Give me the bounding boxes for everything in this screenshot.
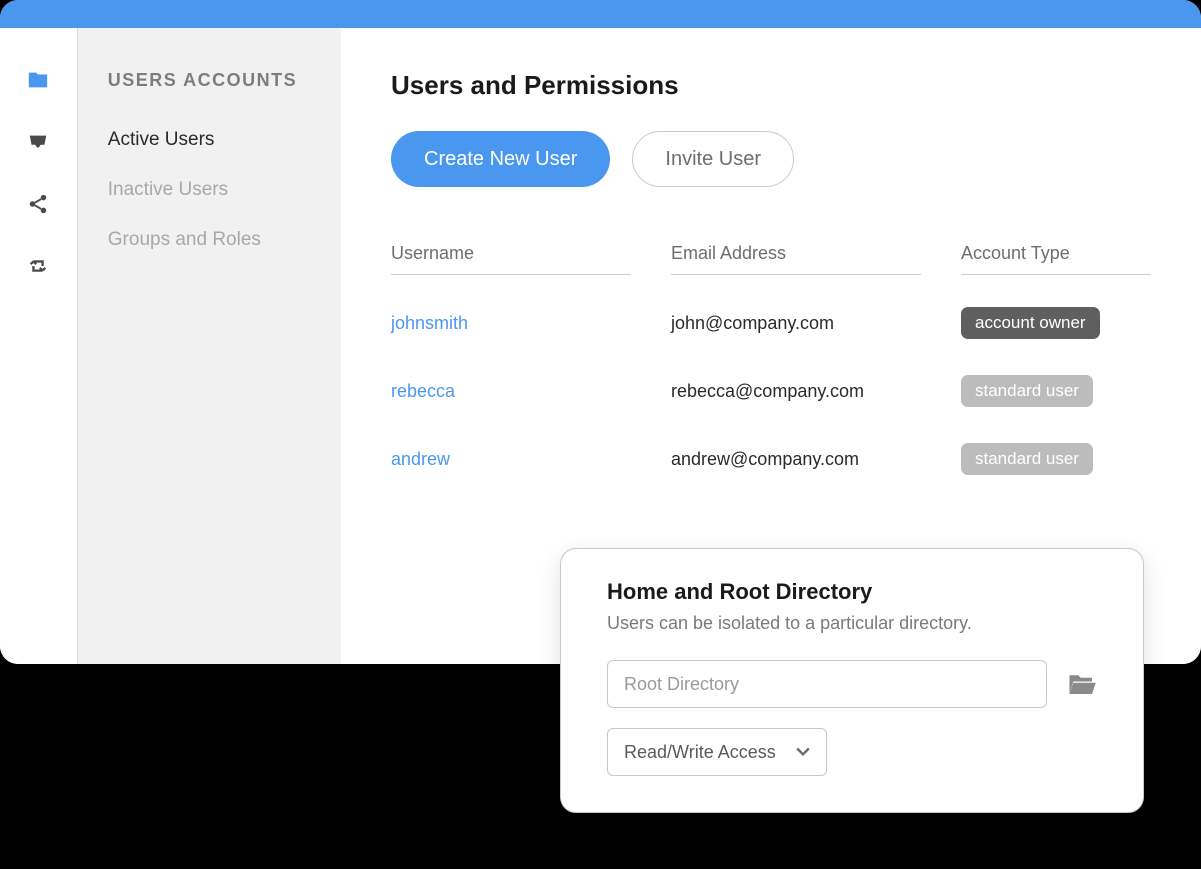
root-directory-row bbox=[607, 660, 1097, 708]
chevron-down-icon bbox=[796, 745, 810, 759]
action-button-row: Create New User Invite User bbox=[391, 131, 1151, 187]
sidebar-item-inactive-users[interactable]: Inactive Users bbox=[108, 179, 341, 201]
card-title: Home and Root Directory bbox=[607, 579, 1097, 605]
browse-folder-icon[interactable] bbox=[1067, 671, 1097, 697]
sidebar: USERS ACCOUNTS Active Users Inactive Use… bbox=[78, 28, 341, 664]
email-cell: rebecca@company.com bbox=[671, 381, 921, 402]
nav-share-icon[interactable] bbox=[26, 192, 50, 216]
account-type-badge: standard user bbox=[961, 443, 1093, 475]
username-link[interactable]: rebecca bbox=[391, 381, 631, 402]
type-cell: standard user bbox=[961, 443, 1151, 475]
col-username: Username bbox=[391, 243, 631, 275]
account-type-badge: account owner bbox=[961, 307, 1100, 339]
access-select[interactable]: Read/Write Access bbox=[607, 728, 827, 776]
root-directory-input[interactable] bbox=[607, 660, 1047, 708]
create-user-button[interactable]: Create New User bbox=[391, 131, 610, 187]
sidebar-title: USERS ACCOUNTS bbox=[108, 70, 341, 91]
email-cell: john@company.com bbox=[671, 313, 921, 334]
type-cell: standard user bbox=[961, 375, 1151, 407]
sidebar-item-active-users[interactable]: Active Users bbox=[108, 129, 341, 151]
title-bar bbox=[0, 0, 1201, 28]
table-row: andrew andrew@company.com standard user bbox=[391, 425, 1151, 493]
nav-retweet-icon[interactable] bbox=[26, 254, 50, 278]
sidebar-item-groups-roles[interactable]: Groups and Roles bbox=[108, 229, 341, 251]
directory-settings-card: Home and Root Directory Users can be iso… bbox=[560, 548, 1144, 813]
page-title: Users and Permissions bbox=[391, 70, 1151, 101]
card-subtitle: Users can be isolated to a particular di… bbox=[607, 613, 1097, 634]
col-email: Email Address bbox=[671, 243, 921, 275]
table-body: johnsmith john@company.com account owner… bbox=[391, 289, 1151, 493]
account-type-badge: standard user bbox=[961, 375, 1093, 407]
col-account-type: Account Type bbox=[961, 243, 1151, 275]
icon-rail bbox=[0, 28, 78, 664]
username-link[interactable]: johnsmith bbox=[391, 313, 631, 334]
table-row: johnsmith john@company.com account owner bbox=[391, 289, 1151, 357]
nav-folder-icon[interactable] bbox=[26, 68, 50, 92]
type-cell: account owner bbox=[961, 307, 1151, 339]
table-row: rebecca rebecca@company.com standard use… bbox=[391, 357, 1151, 425]
table-head: Username Email Address Account Type bbox=[391, 243, 1151, 275]
user-table: Username Email Address Account Type john… bbox=[391, 243, 1151, 493]
email-cell: andrew@company.com bbox=[671, 449, 921, 470]
access-select-value: Read/Write Access bbox=[624, 742, 776, 763]
username-link[interactable]: andrew bbox=[391, 449, 631, 470]
invite-user-button[interactable]: Invite User bbox=[632, 131, 794, 187]
nav-inbox-icon[interactable] bbox=[26, 130, 50, 154]
